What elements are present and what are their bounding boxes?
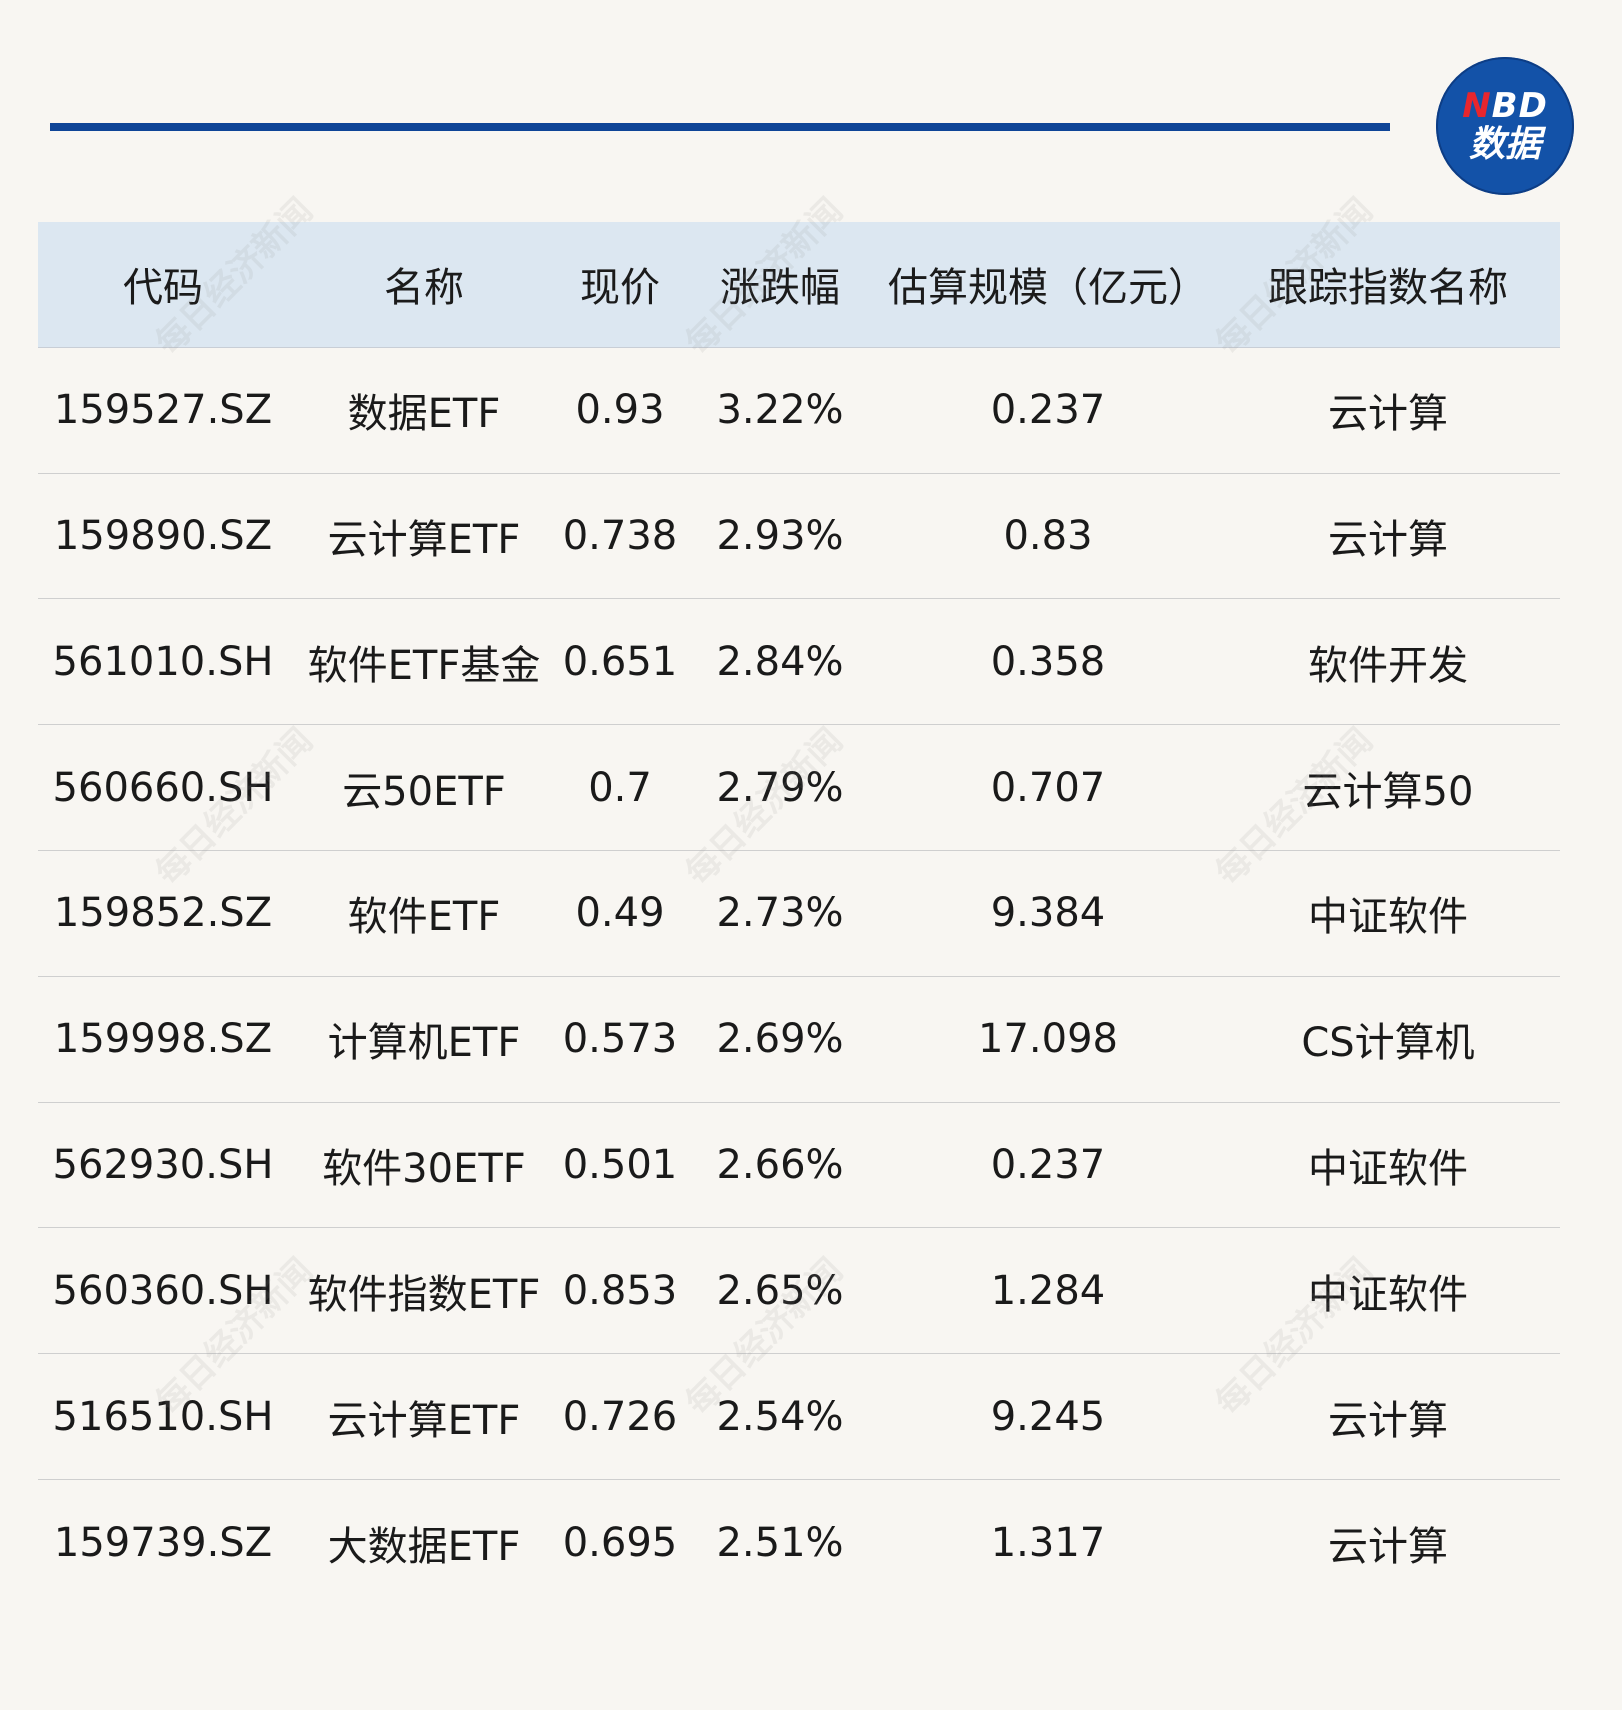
table-row: 159739.SZ 大数据ETF 0.695 2.51% 1.317 云计算 <box>38 1480 1560 1606</box>
cell-code: 561010.SH <box>52 638 274 685</box>
cell-size: 0.358 <box>990 638 1106 685</box>
cell-index: 中证软件 <box>1308 1271 1468 1318</box>
cell-code: 159998.SZ <box>53 1016 273 1063</box>
cell-code: 516510.SH <box>52 1393 274 1440</box>
cell-change: 2.79% <box>716 764 844 811</box>
table-row: 561010.SH 软件ETF基金 0.651 2.84% 0.358 软件开发 <box>38 599 1560 726</box>
cell-code: 159852.SZ <box>53 890 273 937</box>
cell-size: 0.237 <box>990 1141 1106 1188</box>
logo-subtitle: 数据 <box>1468 124 1541 165</box>
cell-change: 2.65% <box>716 1267 844 1314</box>
cell-price: 0.695 <box>562 1519 678 1566</box>
cell-index: 中证软件 <box>1308 1145 1468 1192</box>
cell-change: 2.51% <box>716 1519 844 1566</box>
logo-letter-n: N <box>1462 86 1492 126</box>
cell-size: 17.098 <box>978 1016 1118 1063</box>
cell-price: 0.651 <box>562 638 678 685</box>
cell-change: 2.54% <box>716 1393 844 1440</box>
cell-index: 云计算50 <box>1302 768 1474 815</box>
cell-code: 159739.SZ <box>53 1519 273 1566</box>
cell-size: 9.245 <box>990 1393 1106 1440</box>
cell-name: 云计算ETF <box>327 1397 521 1444</box>
cell-price: 0.7 <box>588 764 652 811</box>
cell-index: 云计算 <box>1328 1397 1448 1444</box>
cell-name: 数据ETF <box>347 391 501 438</box>
header-price: 现价 <box>580 265 660 312</box>
header-name: 名称 <box>384 265 464 312</box>
table-row: 560660.SH 云50ETF 0.7 2.79% 0.707 云计算50 <box>38 725 1560 851</box>
cell-size: 0.707 <box>990 764 1106 811</box>
cell-size: 0.83 <box>1003 512 1093 559</box>
cell-name: 软件指数ETF <box>307 1271 541 1318</box>
cell-code: 560660.SH <box>52 764 274 811</box>
cell-code: 159890.SZ <box>53 512 273 559</box>
table-row: 159852.SZ 软件ETF 0.49 2.73% 9.384 中证软件 <box>38 851 1560 977</box>
cell-price: 0.726 <box>562 1393 678 1440</box>
cell-index: 中证软件 <box>1308 894 1468 941</box>
nbd-data-logo: NBD 数据 <box>1436 57 1574 195</box>
cell-change: 2.69% <box>716 1016 844 1063</box>
cell-name: 大数据ETF <box>327 1523 521 1570</box>
logo-letters-bd: BD <box>1491 86 1548 126</box>
table-row: 159998.SZ 计算机ETF 0.573 2.69% 17.098 CS计算机 <box>38 977 1560 1103</box>
cell-price: 0.853 <box>562 1267 678 1314</box>
cell-code: 560360.SH <box>52 1267 274 1314</box>
etf-table: 代码 名称 现价 涨跌幅 估算规模（亿元） 跟踪指数名称 159527.SZ 数据… <box>38 222 1560 1606</box>
cell-name: 计算机ETF <box>327 1020 521 1067</box>
cell-change: 2.66% <box>716 1141 844 1188</box>
cell-index: 云计算 <box>1328 391 1448 438</box>
cell-name: 云50ETF <box>342 768 506 815</box>
header-code: 代码 <box>123 265 203 312</box>
cell-code: 159527.SZ <box>53 387 273 434</box>
cell-price: 0.93 <box>575 387 665 434</box>
table-row: 159890.SZ 云计算ETF 0.738 2.93% 0.83 云计算 <box>38 474 1560 600</box>
cell-size: 1.317 <box>990 1519 1106 1566</box>
cell-change: 2.84% <box>716 638 844 685</box>
cell-name: 软件ETF基金 <box>307 642 541 689</box>
cell-change: 2.73% <box>716 890 844 937</box>
header-change: 涨跌幅 <box>720 265 840 312</box>
cell-name: 软件ETF <box>347 894 501 941</box>
top-accent-bar <box>50 123 1390 131</box>
cell-index: 云计算 <box>1328 1523 1448 1570</box>
header-index: 跟踪指数名称 <box>1268 265 1508 312</box>
cell-index: CS计算机 <box>1301 1020 1475 1067</box>
table-row: 562930.SH 软件30ETF 0.501 2.66% 0.237 中证软件 <box>38 1103 1560 1229</box>
cell-price: 0.501 <box>562 1141 678 1188</box>
logo-wordmark: NBD <box>1462 89 1548 123</box>
table-header-row: 代码 名称 现价 涨跌幅 估算规模（亿元） 跟踪指数名称 <box>38 222 1560 348</box>
table-body: 159527.SZ 数据ETF 0.93 3.22% 0.237 云计算 159890.SZ… <box>38 348 1560 1606</box>
cell-size: 1.284 <box>990 1267 1106 1314</box>
cell-price: 0.49 <box>575 890 665 937</box>
cell-change: 2.93% <box>716 512 844 559</box>
cell-name: 云计算ETF <box>327 516 521 563</box>
table-row: 516510.SH 云计算ETF 0.726 2.54% 9.245 云计算 <box>38 1354 1560 1480</box>
cell-name: 软件30ETF <box>322 1145 526 1192</box>
table-row: 159527.SZ 数据ETF 0.93 3.22% 0.237 云计算 <box>38 348 1560 474</box>
cell-price: 0.573 <box>562 1016 678 1063</box>
cell-size: 0.237 <box>990 387 1106 434</box>
cell-code: 562930.SH <box>52 1141 274 1188</box>
cell-index: 软件开发 <box>1308 642 1468 689</box>
cell-size: 9.384 <box>990 890 1106 937</box>
cell-price: 0.738 <box>562 512 678 559</box>
cell-index: 云计算 <box>1328 516 1448 563</box>
cell-change: 3.22% <box>716 387 844 434</box>
table-row: 560360.SH 软件指数ETF 0.853 2.65% 1.284 中证软件 <box>38 1228 1560 1355</box>
header-size: 估算规模（亿元） <box>888 265 1208 312</box>
